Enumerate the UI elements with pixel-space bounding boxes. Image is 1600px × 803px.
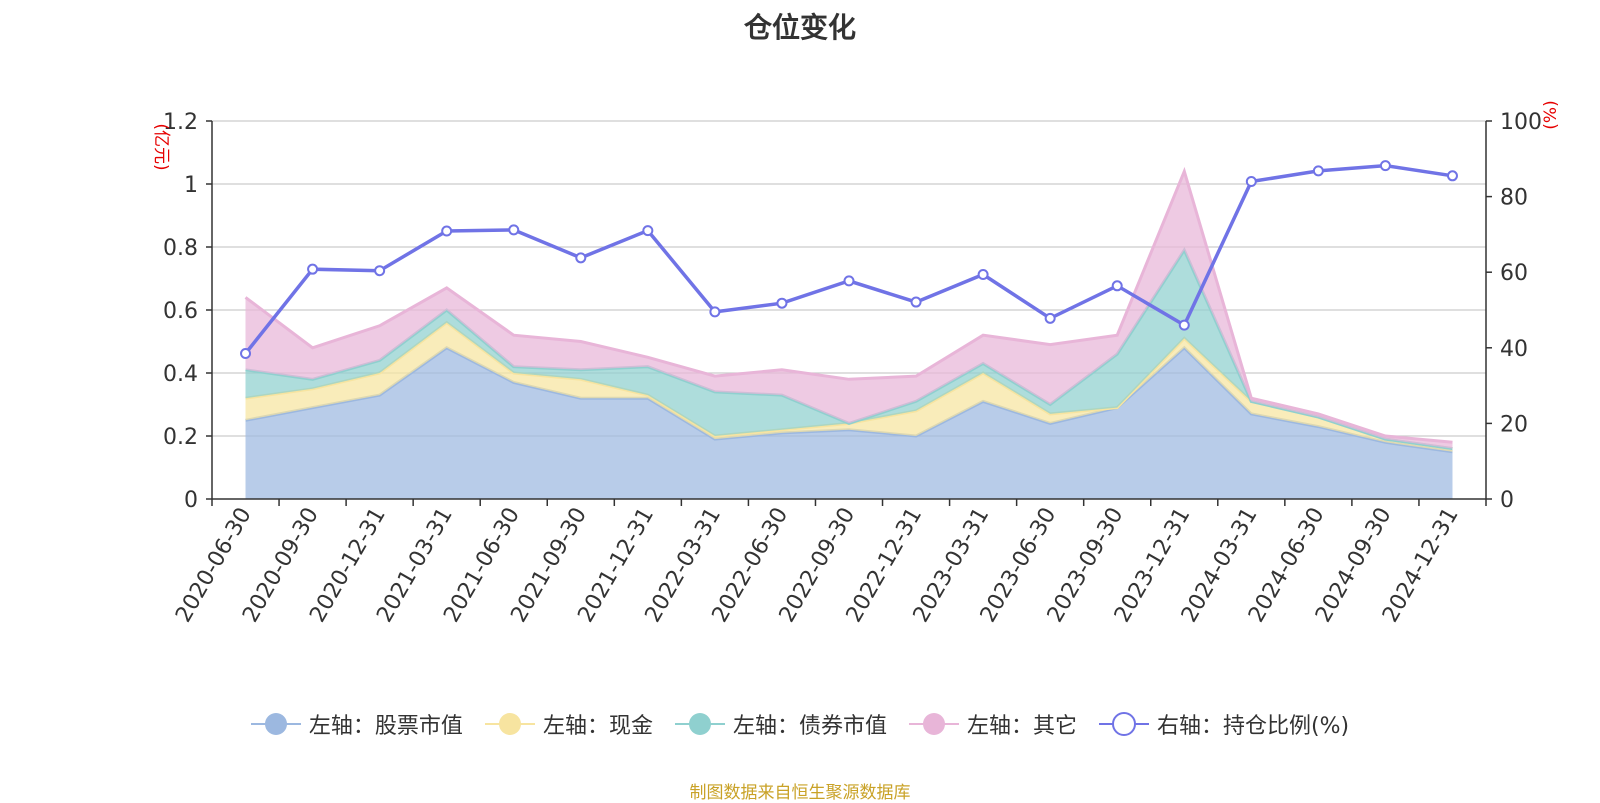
ratio-point (910, 296, 922, 308)
source-note: 制图数据来自恒生聚源数据库 (689, 783, 911, 803)
legend-marker-icon (908, 713, 959, 735)
legend-marker-icon (484, 713, 535, 735)
ratio-point (508, 224, 520, 236)
ratio-point (307, 263, 319, 275)
left-axis-tick-label: 0.4 (163, 362, 198, 387)
legend-label: 左轴：现金 (542, 714, 653, 739)
stacked-areas (244, 166, 1453, 499)
legend-item-2[interactable]: 左轴：现金 (484, 708, 653, 740)
left-axis-tick-label: 1.2 (163, 110, 198, 135)
ratio-line-layer (240, 160, 1458, 359)
right-axis-tick-label: 100 (1500, 110, 1542, 135)
legend-label: 左轴：债券市值 (732, 714, 887, 739)
legend-item-1[interactable]: 左轴：股票市值 (250, 708, 463, 740)
left-axis-tick-label: 1 (184, 173, 198, 198)
right-axis-tick-label: 60 (1500, 261, 1528, 286)
legend-label: 右轴：持仓比例(%) (1156, 714, 1350, 739)
legend-marker-icon (250, 713, 301, 735)
ratio-point (441, 225, 453, 237)
left-axis-tick-label: 0.2 (163, 425, 198, 450)
left-axis-unit-label: (亿元) (151, 123, 171, 170)
legend-item-5[interactable]: 右轴：持仓比例(%) (1098, 708, 1350, 740)
area-series-4 (245, 171, 1453, 449)
right-axis-tick-label: 80 (1500, 186, 1528, 211)
ratio-point (575, 252, 587, 264)
right-axis-tick-label: 0 (1500, 488, 1514, 513)
area-series-2 (245, 322, 1453, 452)
legend-item-3[interactable]: 左轴：债券市值 (674, 708, 887, 740)
ratio-point (1446, 170, 1458, 182)
right-axis-tick-label: 40 (1500, 337, 1528, 362)
ratio-point (977, 268, 989, 280)
legend-label: 左轴：股票市值 (308, 714, 463, 739)
left-axis-tick-label: 0.8 (163, 236, 198, 261)
legend-marker-icon (674, 713, 725, 735)
right-axis-unit-label: (%) (1541, 100, 1561, 129)
legend: 左轴：股票市值 左轴：现金 左轴：债券市值 左轴：其它 右轴：持仓比例(%) (0, 708, 1600, 740)
ratio-point (776, 297, 788, 309)
ratio-point (1379, 160, 1391, 172)
ratio-point (1178, 319, 1190, 331)
ratio-point (1044, 312, 1056, 324)
right-axis-tick-label: 20 (1500, 412, 1528, 437)
ratio-point (843, 275, 855, 287)
ratio-point (1312, 165, 1324, 177)
left-axis-tick-label: 0.6 (163, 299, 198, 324)
left-axis-tick-label: 0 (184, 488, 198, 513)
ratio-point (642, 225, 654, 237)
legend-item-4[interactable]: 左轴：其它 (908, 708, 1077, 740)
ratio-point (1245, 175, 1257, 187)
legend-label: 左轴：其它 (966, 714, 1077, 739)
ratio-point (709, 306, 721, 318)
ratio-point (1111, 280, 1123, 292)
ratio-point (374, 265, 386, 277)
area-series-1 (245, 347, 1453, 499)
legend-marker-icon (1098, 712, 1149, 736)
area-series-3 (245, 250, 1453, 449)
area-outline-series-4 (244, 166, 1453, 444)
ratio-point (240, 347, 252, 359)
chart-title: 仓位变化 (743, 11, 856, 44)
